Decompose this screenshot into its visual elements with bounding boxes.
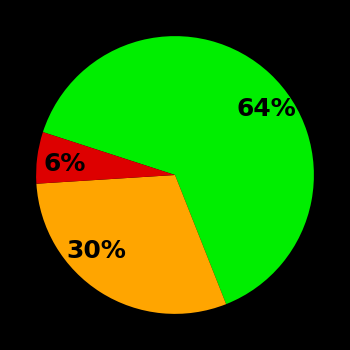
Wedge shape — [43, 36, 314, 304]
Text: 6%: 6% — [43, 152, 85, 176]
Text: 64%: 64% — [237, 97, 296, 121]
Wedge shape — [36, 132, 175, 184]
Wedge shape — [36, 175, 226, 314]
Text: 30%: 30% — [67, 239, 127, 263]
